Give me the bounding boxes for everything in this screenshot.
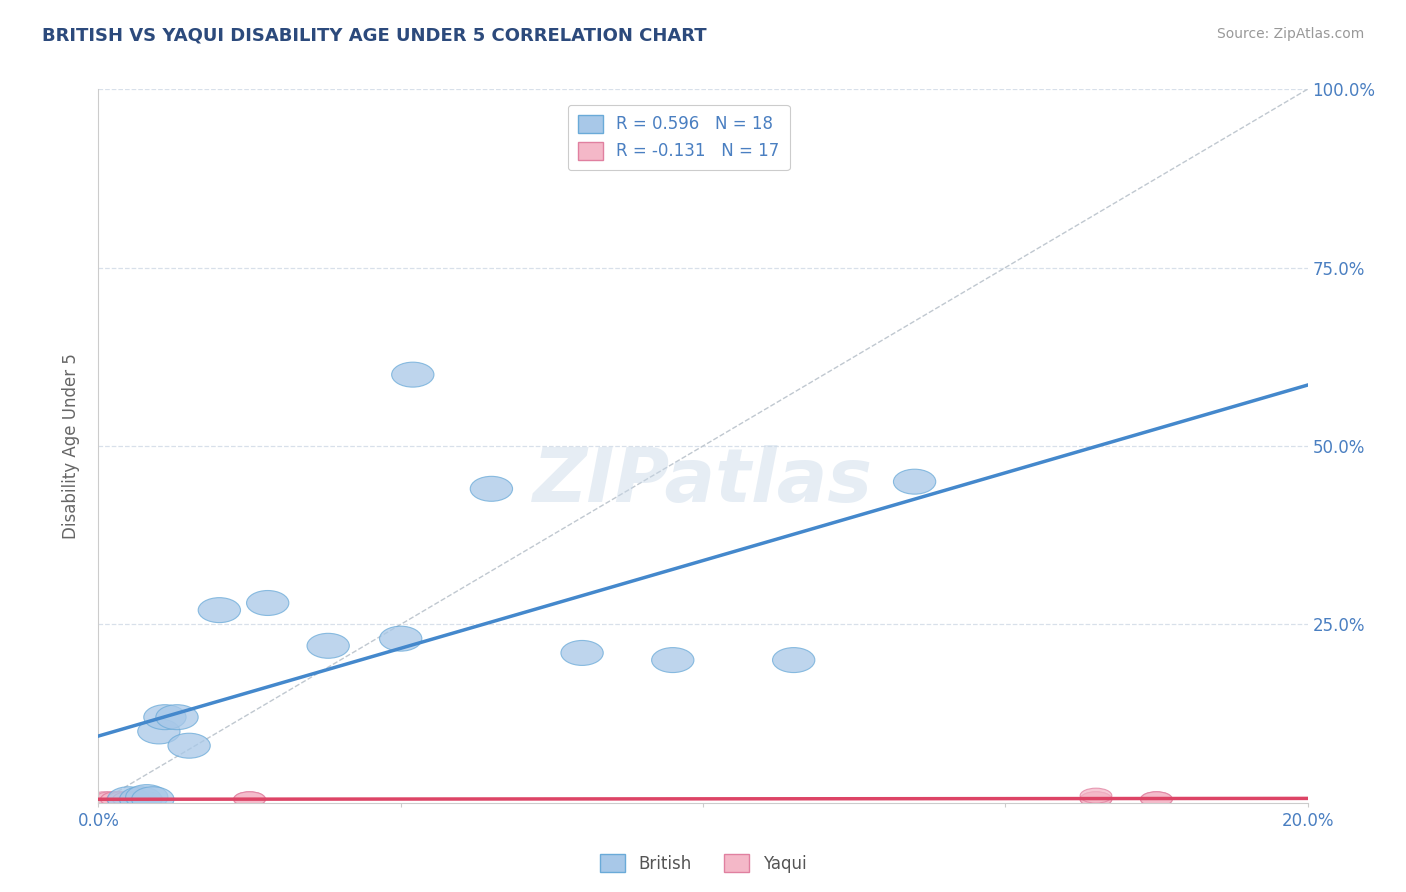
Ellipse shape bbox=[380, 626, 422, 651]
Y-axis label: Disability Age Under 5: Disability Age Under 5 bbox=[62, 353, 80, 539]
Ellipse shape bbox=[772, 648, 815, 673]
Ellipse shape bbox=[1080, 792, 1112, 806]
Ellipse shape bbox=[112, 792, 145, 806]
Ellipse shape bbox=[107, 792, 138, 806]
Text: Source: ZipAtlas.com: Source: ZipAtlas.com bbox=[1216, 27, 1364, 41]
Text: BRITISH VS YAQUI DISABILITY AGE UNDER 5 CORRELATION CHART: BRITISH VS YAQUI DISABILITY AGE UNDER 5 … bbox=[42, 27, 707, 45]
Ellipse shape bbox=[94, 792, 127, 806]
Ellipse shape bbox=[392, 362, 434, 387]
Ellipse shape bbox=[307, 633, 349, 658]
Ellipse shape bbox=[167, 733, 211, 758]
Ellipse shape bbox=[107, 787, 150, 812]
Ellipse shape bbox=[233, 792, 266, 806]
Ellipse shape bbox=[1080, 792, 1112, 806]
Ellipse shape bbox=[156, 705, 198, 730]
Text: ZIPatlas: ZIPatlas bbox=[533, 445, 873, 518]
Ellipse shape bbox=[112, 792, 145, 806]
Ellipse shape bbox=[132, 787, 174, 812]
Ellipse shape bbox=[198, 598, 240, 623]
Legend: R = 0.596   N = 18, R = -0.131   N = 17: R = 0.596 N = 18, R = -0.131 N = 17 bbox=[568, 104, 790, 170]
Ellipse shape bbox=[125, 792, 156, 806]
Ellipse shape bbox=[470, 476, 513, 501]
Ellipse shape bbox=[101, 792, 132, 806]
Ellipse shape bbox=[120, 792, 150, 806]
Ellipse shape bbox=[1140, 792, 1173, 806]
Ellipse shape bbox=[651, 648, 695, 673]
Ellipse shape bbox=[89, 792, 121, 806]
Ellipse shape bbox=[125, 785, 167, 810]
Ellipse shape bbox=[1140, 792, 1173, 806]
Ellipse shape bbox=[561, 640, 603, 665]
Legend: British, Yaqui: British, Yaqui bbox=[593, 847, 813, 880]
Ellipse shape bbox=[1080, 789, 1112, 803]
Ellipse shape bbox=[138, 719, 180, 744]
Ellipse shape bbox=[120, 787, 162, 812]
Ellipse shape bbox=[893, 469, 936, 494]
Ellipse shape bbox=[246, 591, 288, 615]
Ellipse shape bbox=[233, 792, 266, 806]
Ellipse shape bbox=[143, 705, 186, 730]
Ellipse shape bbox=[101, 792, 132, 806]
Ellipse shape bbox=[131, 792, 163, 806]
